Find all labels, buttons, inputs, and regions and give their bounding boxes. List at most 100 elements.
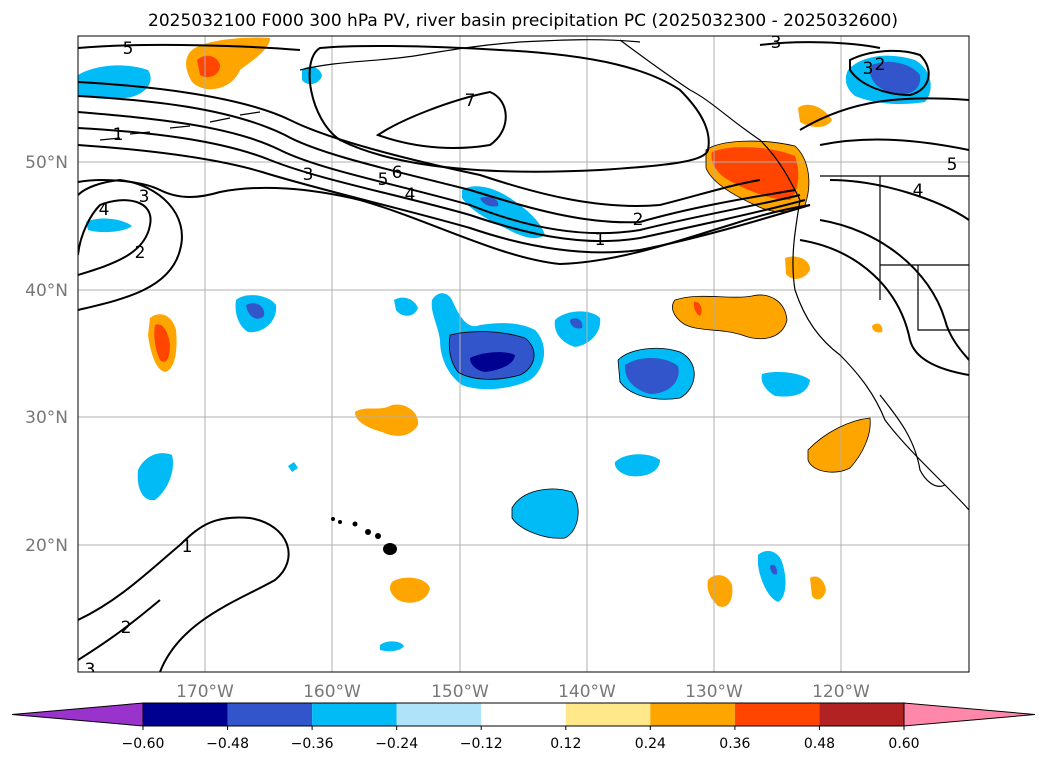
- lon-label: 170°W: [176, 682, 234, 702]
- anomaly-blob-negative: [570, 318, 583, 329]
- us-state-lines: [879, 176, 969, 331]
- anomaly-blob-positive: [872, 323, 883, 333]
- lat-label: 30°N: [25, 408, 68, 428]
- anomaly-blob-negative: [394, 297, 418, 316]
- hawaiian-islands: [331, 517, 397, 555]
- pv-contour-line: [799, 239, 969, 376]
- positive-anomaly-blobs: [148, 37, 883, 607]
- contour-label: 2: [121, 618, 132, 638]
- island-marker: [338, 520, 342, 524]
- pv-contour-line: [78, 43, 301, 51]
- longitude-labels: 170°W 160°W 150°W 140°W 130°W 120°W: [176, 682, 870, 702]
- lat-label: 20°N: [25, 536, 68, 556]
- anomaly-blob-negative: [770, 564, 778, 575]
- anomaly-blob-positive: [785, 256, 810, 279]
- contour-label: 6: [392, 163, 403, 183]
- contour-label: 2: [875, 55, 886, 75]
- lon-label: 160°W: [303, 682, 361, 702]
- colorbar-segment: [565, 703, 651, 726]
- pv-contour-line: [78, 127, 806, 243]
- pv-contour-line: [78, 81, 761, 207]
- island-marker: [365, 529, 371, 535]
- alaska-coastline: [299, 39, 641, 71]
- anomaly-blob-negative: [78, 65, 151, 99]
- pv-contour-line: [308, 44, 710, 173]
- colorbar: −0.60 −0.48 −0.36 −0.24 −0.12 0.12 0.24 0.36 0.4…: [11, 702, 1036, 752]
- contour-label: 1: [113, 125, 124, 145]
- anomaly-blob-negative: [380, 641, 404, 652]
- colorbar-tick-label: 0.12: [550, 736, 581, 752]
- colorbar-tick-label: −0.48: [206, 736, 249, 752]
- anomaly-blob-negative: [761, 372, 810, 397]
- lat-label: 50°N: [25, 153, 68, 173]
- contour-label: 2: [633, 210, 644, 230]
- contour-label: 5: [378, 170, 389, 190]
- lon-label: 130°W: [685, 682, 743, 702]
- contour-label: 3: [85, 660, 96, 680]
- anomaly-blob-positive: [197, 55, 220, 78]
- pc-outline: [672, 294, 788, 340]
- pv-contour-line: [819, 138, 969, 151]
- anomaly-blob-negative: [758, 550, 786, 602]
- anomaly-blob-negative: [302, 66, 322, 85]
- anomaly-blob-positive: [808, 418, 871, 473]
- colorbar-tick-label: −0.12: [460, 736, 503, 752]
- anomaly-blob-negative: [624, 357, 679, 394]
- colorbar-segment: [734, 703, 820, 726]
- anomaly-blob-positive: [672, 295, 787, 339]
- contour-label: 5: [947, 155, 958, 175]
- contour-label: 5: [123, 39, 134, 59]
- coastlines: [99, 39, 969, 511]
- colorbar-segment: [650, 703, 735, 726]
- pv-contours: [78, 41, 969, 672]
- lon-label: 120°W: [812, 682, 870, 702]
- contour-label: 1: [182, 537, 193, 557]
- map-panel: 5 3 7 1 3 5 6 4 2 1 4 3 2 3 2 5 4 1 2 3: [77, 35, 970, 680]
- pv-contour-line: [78, 95, 796, 224]
- contour-label: 7: [465, 91, 476, 111]
- island-marker: [383, 543, 397, 555]
- anomaly-blob-negative: [554, 311, 601, 347]
- colorbar-tick-label: 0.60: [888, 736, 919, 752]
- anomaly-blob-negative: [86, 218, 132, 233]
- colorbar-frame: [142, 702, 905, 727]
- baja-coastline: [879, 394, 946, 487]
- pv-contour-line: [78, 178, 183, 311]
- anomaly-blob-positive: [390, 577, 430, 603]
- anomaly-blob-negative: [137, 453, 174, 501]
- aleutian-islands: [99, 111, 261, 141]
- anomaly-blob-negative: [869, 61, 921, 95]
- contour-label: 3: [303, 165, 314, 185]
- pc-outline: [511, 488, 579, 539]
- pv-contour-line: [78, 111, 801, 235]
- lon-label: 150°W: [431, 682, 489, 702]
- lon-label: 140°W: [558, 682, 616, 702]
- contour-label: 4: [99, 200, 110, 220]
- pv-contour-line: [78, 516, 290, 672]
- pv-contour-line: [759, 41, 881, 49]
- pv-contour-line: [78, 144, 811, 254]
- island-marker: [331, 517, 335, 521]
- pc-outline: [448, 331, 535, 380]
- colorbar-segment: [396, 703, 482, 726]
- anomaly-blob-negative: [614, 454, 660, 477]
- contour-label: 4: [913, 181, 924, 201]
- colorbar-tick-label: 0.36: [719, 736, 750, 752]
- map-frame: [77, 35, 970, 673]
- anomaly-blob-positive: [810, 576, 826, 600]
- anomaly-blob-positive: [693, 301, 702, 316]
- pv-contour-line: [819, 219, 969, 361]
- latitude-labels: 50°N 40°N 30°N 20°N: [25, 153, 68, 556]
- colorbar-tick-label: −0.60: [122, 736, 165, 752]
- contour-label: 4: [405, 185, 416, 205]
- pc-outline: [807, 417, 871, 473]
- anomaly-blob-positive: [355, 404, 419, 436]
- anomaly-blob-negative: [512, 488, 579, 539]
- pc-shading: [78, 37, 931, 652]
- anomaly-blob-positive: [154, 324, 170, 362]
- colorbar-segment: [227, 703, 313, 726]
- island-marker: [375, 533, 381, 539]
- pv-contour-line: [799, 97, 969, 131]
- anomaly-blob-negative: [470, 352, 515, 372]
